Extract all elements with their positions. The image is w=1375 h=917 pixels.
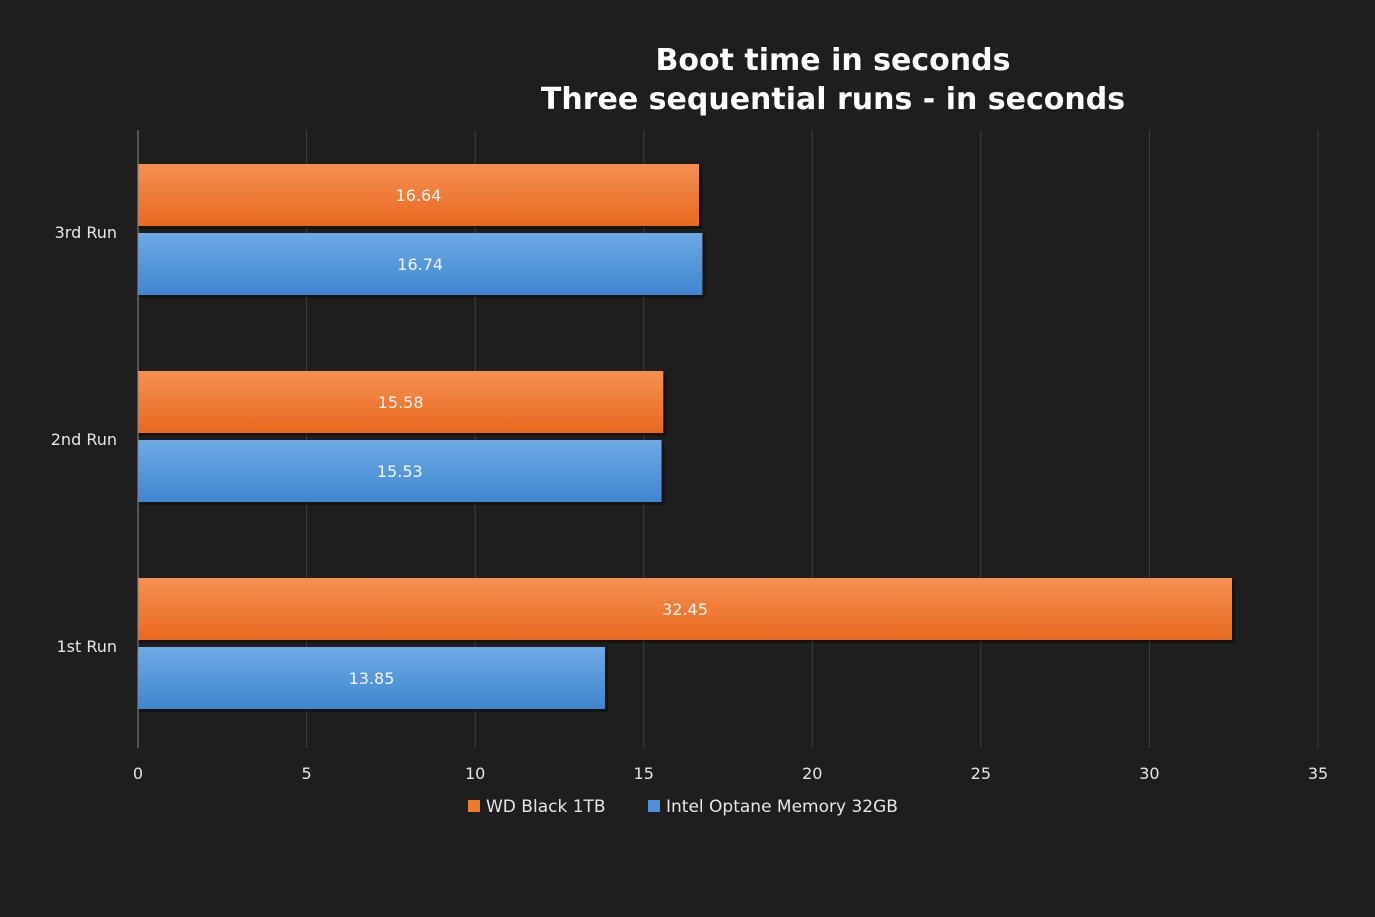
bar-value-label: 32.45	[662, 600, 708, 619]
legend: WD Black 1TB Intel Optane Memory 32GB	[468, 797, 898, 817]
chart-subtitle: Three sequential runs - in seconds	[541, 82, 1125, 117]
category-label: 2nd Run	[51, 430, 117, 449]
x-tick-label: 10	[465, 764, 485, 783]
legend-swatch	[468, 800, 480, 812]
x-tick-label: 15	[634, 764, 654, 783]
data-labels: 16.64 16.74 15.58 15.53 32.45 13.85	[349, 186, 708, 688]
chart-title: Boot time in seconds	[656, 43, 1011, 78]
bar-wd-black	[138, 371, 664, 433]
x-tick-label: 25	[971, 764, 991, 783]
x-tick-label: 20	[802, 764, 822, 783]
legend-label: Intel Optane Memory 32GB	[666, 797, 898, 817]
bar-wd-black	[138, 578, 1233, 640]
x-tick-label: 5	[301, 764, 311, 783]
bar-optane	[138, 440, 662, 502]
bar-optane	[138, 647, 605, 709]
bar-value-label: 16.74	[397, 255, 443, 274]
bar-value-label: 16.64	[396, 186, 442, 205]
bar-optane	[138, 233, 703, 295]
x-tick-label: 30	[1139, 764, 1159, 783]
bar-value-label: 15.58	[378, 393, 424, 412]
x-axis: 0 5 10 15 20 25 30 35	[133, 130, 1328, 783]
bar-value-label: 15.53	[377, 462, 423, 481]
bar-wd-black	[138, 164, 700, 226]
x-tick-label: 35	[1308, 764, 1328, 783]
bar-value-label: 13.85	[349, 669, 395, 688]
legend-swatch	[648, 800, 660, 812]
category-label: 3rd Run	[55, 223, 117, 242]
category-label: 1st Run	[56, 637, 117, 656]
bars	[138, 164, 1236, 712]
x-tick-label: 0	[133, 764, 143, 783]
legend-label: WD Black 1TB	[486, 797, 606, 817]
y-axis: 3rd Run 2nd Run 1st Run	[51, 223, 117, 656]
